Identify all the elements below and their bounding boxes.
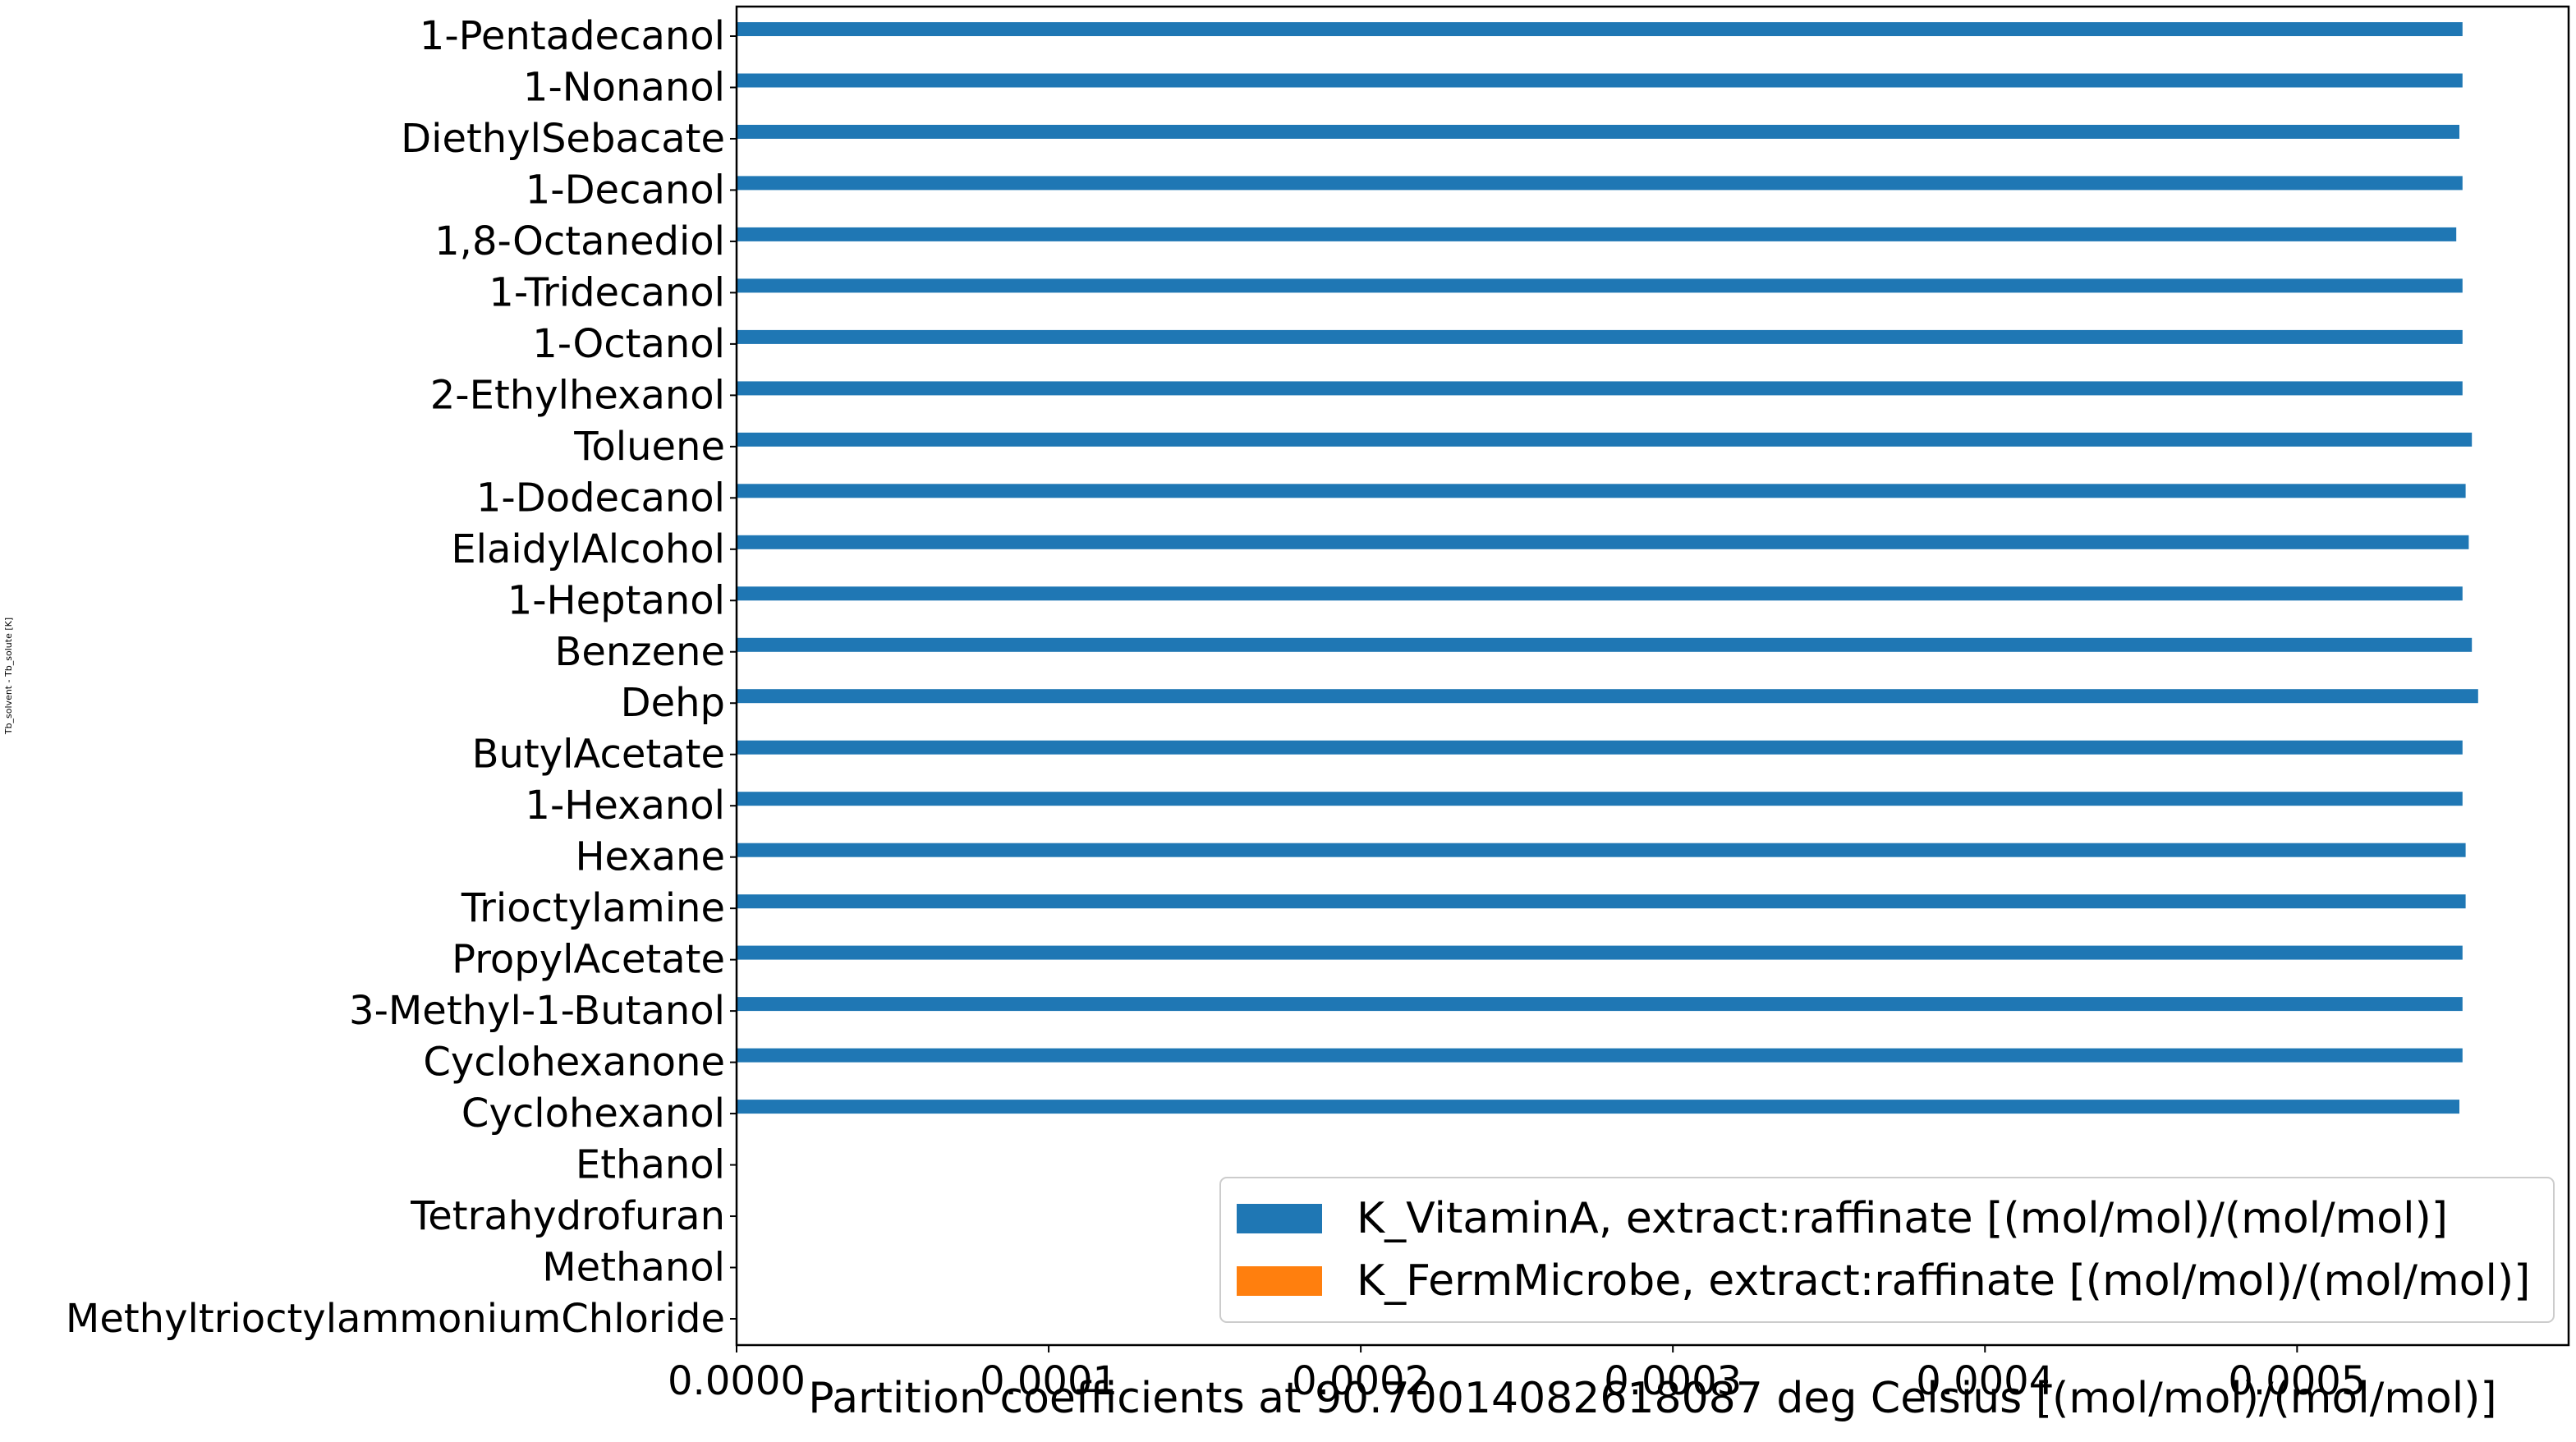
y-tick-label: Tetrahydrofuran — [410, 1193, 725, 1239]
y-tick-label: Hexane — [575, 834, 725, 880]
x-tick-label: 0.0000 — [668, 1358, 806, 1404]
y-tick-label: 1-Decanol — [526, 167, 725, 213]
legend-swatch-ferm-microbe — [1237, 1266, 1322, 1296]
bar-vitamin-a-4 — [737, 227, 2457, 241]
y-tick-label: ButylAcetate — [472, 732, 725, 778]
bar-vitamin-a-12 — [737, 637, 2473, 652]
bar-vitamin-a-3 — [737, 176, 2463, 191]
y-tick-label: Cyclohexanone — [423, 1040, 725, 1086]
y-tick-label: PropylAcetate — [452, 937, 725, 983]
bar-vitamin-a-7 — [737, 381, 2463, 396]
y-tick-label: Methanol — [542, 1245, 725, 1291]
y-tick-label: 3-Methyl-1-Butanol — [349, 988, 725, 1034]
bar-vitamin-a-0 — [737, 22, 2463, 36]
y-axis-label: Tb_solvent - Tb_solute [K] — [3, 618, 14, 735]
x-tick-label: 0.0004 — [1916, 1358, 2054, 1404]
bar-vitamin-a-18 — [737, 945, 2463, 960]
bar-vitamin-a-20 — [737, 1048, 2463, 1063]
bar-vitamin-a-6 — [737, 329, 2463, 344]
y-tick-label: 1-Pentadecanol — [420, 13, 725, 59]
legend-swatch-vitamin-a — [1237, 1204, 1322, 1233]
y-tick-label: Trioctylamine — [461, 885, 725, 931]
legend-box — [1219, 1177, 2555, 1323]
x-tick-label: 0.0005 — [2228, 1358, 2366, 1404]
bar-vitamin-a-9 — [737, 484, 2466, 498]
y-tick-label: 1-Heptanol — [507, 577, 725, 623]
bar-vitamin-a-21 — [737, 1100, 2459, 1114]
y-tick-label: 2-Ethylhexanol — [430, 372, 725, 418]
y-tick-label: DiethylSebacate — [401, 116, 725, 162]
bar-vitamin-a-17 — [737, 894, 2466, 909]
legend: K_VitaminA, extract:raffinate [(mol/mol)… — [1219, 1177, 2555, 1323]
y-tick-label: 1,8-Octanediol — [434, 218, 725, 264]
y-tick-label: ElaidylAlcohol — [451, 526, 725, 572]
x-axis-label: Partition coefficients at 90.70014082618… — [808, 1374, 2496, 1423]
y-tick-label: Dehp — [621, 680, 725, 726]
x-axis: 0.0000 0.0001 0.0002 0.0003 0.0004 0.0005 — [668, 1345, 2366, 1404]
legend-label-ferm-microbe: K_FermMicrobe, extract:raffinate [(mol/m… — [1357, 1256, 2530, 1306]
bar-vitamin-a-10 — [737, 535, 2469, 549]
bar-vitamin-a-11 — [737, 586, 2463, 601]
y-tick-label: Toluene — [573, 424, 725, 470]
bar-vitamin-a-16 — [737, 843, 2466, 857]
x-tick-label: 0.0001 — [980, 1358, 1118, 1404]
y-tick-label: 1-Octanol — [532, 321, 725, 367]
bar-vitamin-a-1 — [737, 73, 2463, 88]
bar-vitamin-a-19 — [737, 997, 2463, 1012]
y-tick-label: 1-Nonanol — [523, 64, 725, 110]
legend-label-vitamin-a: K_VitaminA, extract:raffinate [(mol/mol)… — [1357, 1194, 2448, 1243]
bar-vitamin-a-8 — [737, 432, 2473, 447]
y-tick-label: 1-Tridecanol — [489, 269, 725, 315]
y-tick-label: MethyltrioctylammoniumChloride — [66, 1296, 725, 1342]
bar-vitamin-a-2 — [737, 125, 2459, 139]
y-tick-label: 1-Dodecanol — [476, 475, 725, 521]
bar-vitamin-a-15 — [737, 792, 2463, 806]
y-tick-label: Cyclohexanol — [461, 1091, 725, 1137]
bar-vitamin-a-13 — [737, 689, 2478, 704]
plot-frame — [735, 5, 2570, 1347]
y-tick-label: Benzene — [554, 629, 725, 675]
y-axis: 1-Pentadecanol 1-Nonanol DiethylSebacate 1-… — [66, 13, 737, 1342]
bar-vitamin-a-14 — [737, 740, 2463, 755]
y-tick-label: Ethanol — [576, 1142, 725, 1188]
x-tick-label: 0.0002 — [1292, 1358, 1430, 1404]
bars-layer — [737, 22, 2478, 1114]
bar-vitamin-a-5 — [737, 278, 2463, 293]
x-tick-label: 0.0003 — [1604, 1358, 1742, 1404]
y-tick-label: 1-Hexanol — [525, 783, 725, 829]
